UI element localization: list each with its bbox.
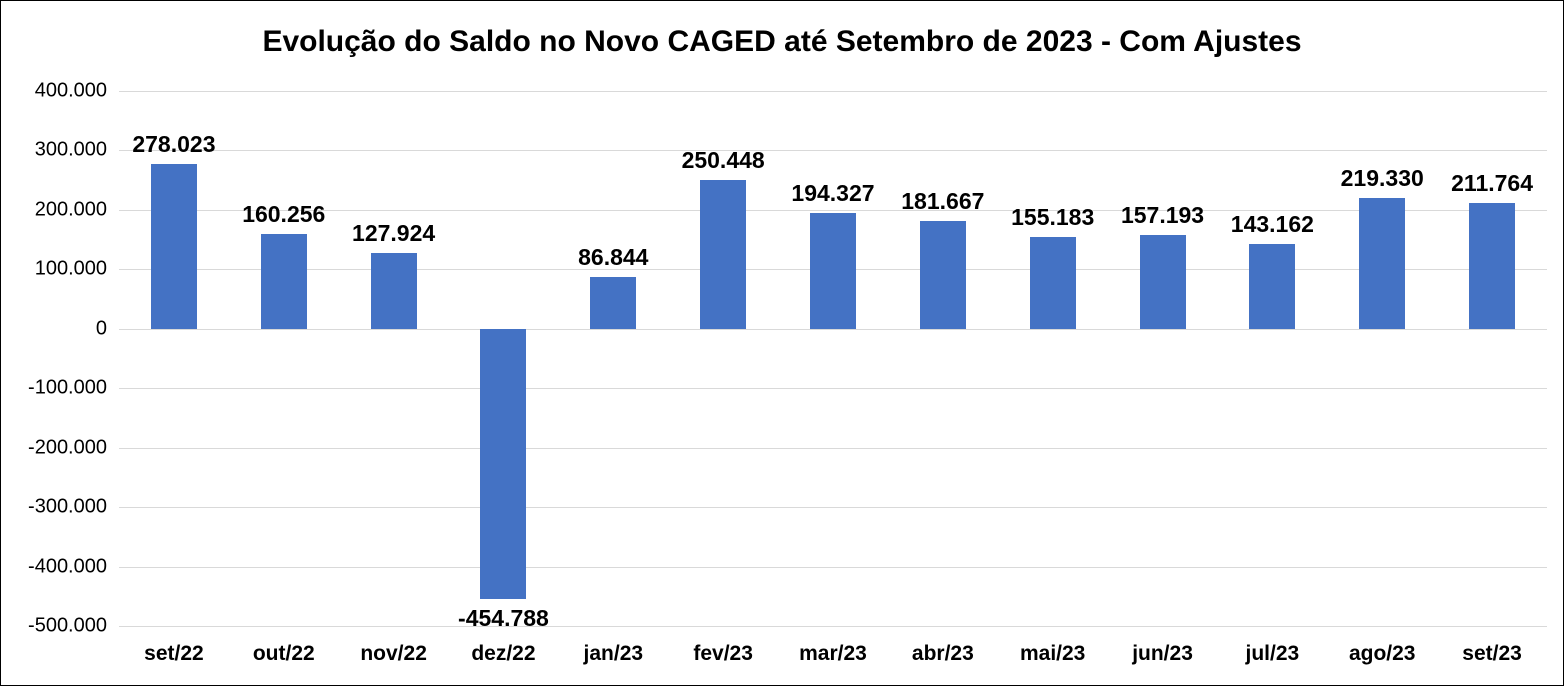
- x-axis-label: jan/23: [583, 642, 644, 665]
- x-axis-label: out/22: [252, 642, 315, 665]
- plot-area: 278.023 160.256 127.924 -454.788 86.844 250.4…: [119, 91, 1547, 631]
- x-axis-label: jun/23: [1132, 642, 1193, 665]
- bar-value-label: 211.764: [1451, 169, 1533, 196]
- bar: [590, 277, 637, 329]
- bar-value-label: -454.788: [458, 605, 549, 632]
- bar-value-label: 194.327: [791, 180, 875, 207]
- y-axis-tick-label: -500.000: [28, 614, 107, 637]
- y-axis-tick-label: 200.000: [34, 198, 107, 221]
- gridline: [119, 91, 1547, 92]
- gridline: [119, 626, 1547, 627]
- bar-value-label: 127.924: [352, 219, 436, 246]
- bar-value-label: 157.193: [1120, 202, 1205, 229]
- bar-value-label: 278.023: [132, 130, 216, 157]
- gridline: [119, 507, 1547, 509]
- bar-value-label: 86.844: [578, 244, 649, 271]
- bar-value-label: 155.183: [1011, 203, 1095, 230]
- bar: [1359, 198, 1406, 329]
- bar: [260, 233, 307, 329]
- bar: [1469, 202, 1516, 329]
- y-axis-tick-label: 400.000: [34, 79, 107, 102]
- y-axis-tick-label: -100.000: [28, 376, 107, 399]
- bar: [919, 220, 966, 329]
- bar: [480, 328, 527, 600]
- x-axis-label: set/23: [1462, 642, 1522, 665]
- y-axis-tick-label: 100.000: [34, 257, 107, 280]
- bar: [700, 179, 747, 329]
- bar-value-label: 250.448: [681, 146, 765, 173]
- y-axis: 400.000 300.000 200.000 100.000 0 -100.000 -20…: [1, 80, 107, 637]
- bar: [1029, 236, 1076, 329]
- x-axis-label: dez/22: [471, 642, 536, 665]
- bar-value-label: 143.162: [1230, 210, 1314, 237]
- y-axis-tick-label: 0: [95, 317, 107, 340]
- bar: [1139, 235, 1186, 329]
- x-axis-label: jul/23: [1245, 642, 1300, 665]
- chart-title: Evolução do Saldo no Novo CAGED até Sete…: [262, 25, 1302, 58]
- x-axis-label: nov/22: [360, 642, 427, 665]
- gridline: [119, 328, 1547, 330]
- bar: [1249, 243, 1296, 329]
- y-axis-tick-label: -200.000: [28, 436, 107, 459]
- x-axis-label: mar/23: [799, 642, 867, 665]
- gridline: [119, 150, 1547, 152]
- x-axis-label: abr/23: [911, 642, 974, 665]
- y-axis-tick-label: 300.000: [34, 138, 107, 161]
- x-axis-label: fev/23: [693, 642, 753, 665]
- x-axis: set/22 out/22 nov/22 dez/22 jan/23 fev/23 mar/…: [119, 626, 1547, 685]
- y-axis-tick-label: -300.000: [28, 495, 107, 518]
- bar: [150, 163, 197, 329]
- gridline: [119, 447, 1547, 449]
- x-axis-label: mai/23: [1019, 642, 1086, 665]
- bar-value-label: 181.667: [901, 187, 985, 214]
- bar: [370, 252, 417, 329]
- x-axis-label: ago/23: [1348, 642, 1416, 665]
- gridline: [119, 566, 1547, 568]
- gridline: [119, 388, 1547, 390]
- bar-value-label: 219.330: [1340, 165, 1424, 192]
- y-axis-tick-label: -400.000: [28, 555, 107, 578]
- bar: [810, 213, 856, 329]
- x-axis-label: set/22: [144, 642, 204, 665]
- bar-value-label: 160.256: [242, 200, 326, 227]
- gridline: [119, 209, 1547, 211]
